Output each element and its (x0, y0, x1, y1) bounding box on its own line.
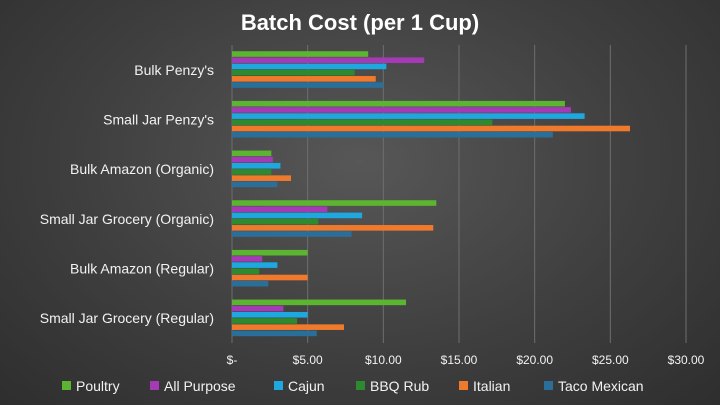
chart-title: Batch Cost (per 1 Cup) (241, 10, 479, 35)
category-label: Small Jar Grocery (Regular) (40, 310, 214, 326)
bar (232, 311, 308, 318)
y-axis-categories: Bulk Penzy's Small Jar Penzy's Bulk Amazon… (40, 62, 214, 326)
category-label: Small Jar Penzy's (103, 112, 214, 128)
category-label: Bulk Amazon (Organic) (70, 161, 214, 177)
legend-label: Cajun (288, 378, 325, 394)
bar (232, 113, 585, 119)
bar (232, 249, 308, 256)
bar (232, 156, 273, 163)
bar (232, 175, 292, 181)
x-tick-label: $30.00 (668, 353, 705, 367)
bar (232, 181, 278, 188)
bar (232, 125, 631, 132)
legend-swatch (274, 381, 283, 390)
bar (232, 100, 565, 107)
legend-swatch (150, 381, 159, 390)
x-tick-label: $25.00 (592, 353, 629, 367)
x-axis-ticks: $- $5.00 $10.00 $15.00 $20.00 $25.00 $30.00 (227, 353, 705, 367)
bar (232, 119, 493, 126)
bar (232, 212, 363, 219)
bar (232, 169, 272, 175)
bar (232, 206, 328, 213)
bar (232, 231, 352, 237)
bar (232, 318, 298, 324)
bar (232, 256, 263, 262)
category-label: Bulk Penzy's (134, 62, 214, 78)
bar (232, 218, 319, 225)
bar (232, 305, 284, 312)
legend-swatch (62, 381, 71, 390)
bar (232, 200, 437, 206)
bars (232, 51, 631, 337)
bar (232, 69, 355, 76)
legend-label: BBQ Rub (370, 378, 429, 394)
grid-lines (231, 45, 687, 343)
legend-label: Poultry (76, 378, 120, 394)
legend-label: All Purpose (164, 378, 236, 394)
category-label: Small Jar Grocery (Organic) (40, 211, 214, 227)
x-tick-label: $5.00 (293, 353, 323, 367)
bar (232, 280, 269, 287)
bar (232, 107, 571, 113)
bar (232, 324, 344, 330)
legend-label: Italian (473, 378, 510, 394)
bar (232, 299, 407, 306)
bar (232, 82, 384, 88)
bar (232, 225, 434, 231)
bar (232, 51, 369, 57)
bar (232, 131, 553, 138)
bar (232, 63, 387, 70)
bar (232, 274, 308, 281)
legend-label: Taco Mexican (558, 378, 644, 394)
bar (232, 57, 425, 64)
bar (232, 330, 317, 337)
legend-swatch (459, 381, 468, 390)
x-tick-label: $10.00 (365, 353, 402, 367)
x-tick-label: $15.00 (441, 353, 478, 367)
category-label: Bulk Amazon (Regular) (70, 261, 214, 277)
bar (232, 268, 260, 275)
bar (232, 76, 376, 82)
x-tick-label: $20.00 (516, 353, 553, 367)
legend-swatch (544, 381, 553, 390)
legend: Poultry All Purpose Cajun BBQ Rub Italian Tac… (62, 378, 644, 394)
x-tick-label: $- (227, 353, 238, 367)
legend-swatch (356, 381, 365, 390)
bar (232, 162, 281, 169)
bar (232, 150, 272, 157)
bar (232, 262, 278, 268)
